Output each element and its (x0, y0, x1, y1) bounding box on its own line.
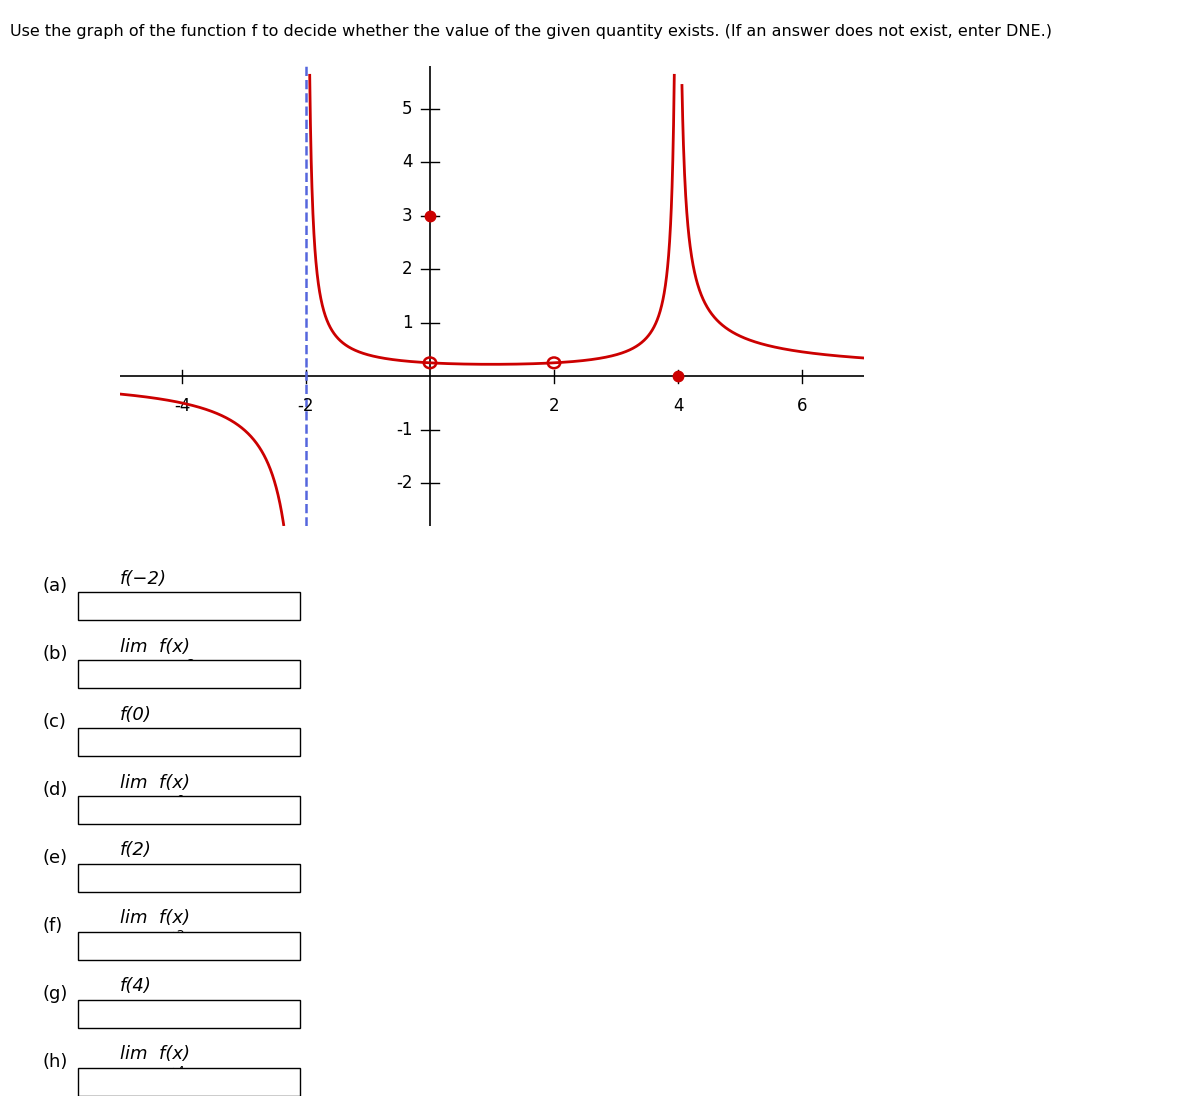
FancyBboxPatch shape (78, 1068, 300, 1096)
FancyBboxPatch shape (78, 660, 300, 688)
FancyBboxPatch shape (78, 728, 300, 756)
Text: (d): (d) (42, 781, 67, 799)
Text: 6: 6 (797, 397, 808, 414)
Text: x→0: x→0 (160, 794, 186, 807)
Text: (h): (h) (42, 1053, 67, 1071)
Text: 4: 4 (673, 397, 683, 414)
Text: (a): (a) (42, 578, 67, 595)
Text: lim  f(x): lim f(x) (120, 774, 190, 791)
Text: x→−2: x→−2 (160, 658, 196, 671)
Text: 4: 4 (402, 153, 413, 171)
Text: (b): (b) (42, 646, 67, 663)
Text: lim  f(x): lim f(x) (120, 638, 190, 655)
Text: f(−2): f(−2) (120, 570, 167, 587)
FancyBboxPatch shape (78, 592, 300, 620)
FancyBboxPatch shape (78, 932, 300, 960)
Text: f(2): f(2) (120, 842, 152, 859)
Text: -1: -1 (396, 421, 413, 438)
Text: -4: -4 (174, 397, 190, 414)
Text: (g): (g) (42, 985, 67, 1003)
FancyBboxPatch shape (78, 864, 300, 892)
Text: 3: 3 (402, 207, 413, 225)
Text: 1: 1 (402, 313, 413, 332)
Text: -2: -2 (298, 397, 314, 414)
Text: Use the graph of the function f to decide whether the value of the given quantit: Use the graph of the function f to decid… (10, 24, 1051, 39)
FancyBboxPatch shape (78, 796, 300, 824)
Text: 5: 5 (402, 100, 413, 117)
Text: x→4: x→4 (160, 1065, 185, 1078)
Text: -2: -2 (396, 475, 413, 492)
Text: (c): (c) (42, 713, 66, 731)
Text: 2: 2 (548, 397, 559, 414)
FancyBboxPatch shape (78, 1000, 300, 1028)
Text: 2: 2 (402, 260, 413, 278)
Text: lim  f(x): lim f(x) (120, 910, 190, 927)
Text: (e): (e) (42, 849, 67, 867)
Text: f(0): f(0) (120, 706, 152, 723)
Text: f(4): f(4) (120, 978, 152, 995)
Text: (f): (f) (42, 917, 62, 935)
Text: lim  f(x): lim f(x) (120, 1046, 190, 1063)
Text: x→2: x→2 (160, 929, 185, 943)
